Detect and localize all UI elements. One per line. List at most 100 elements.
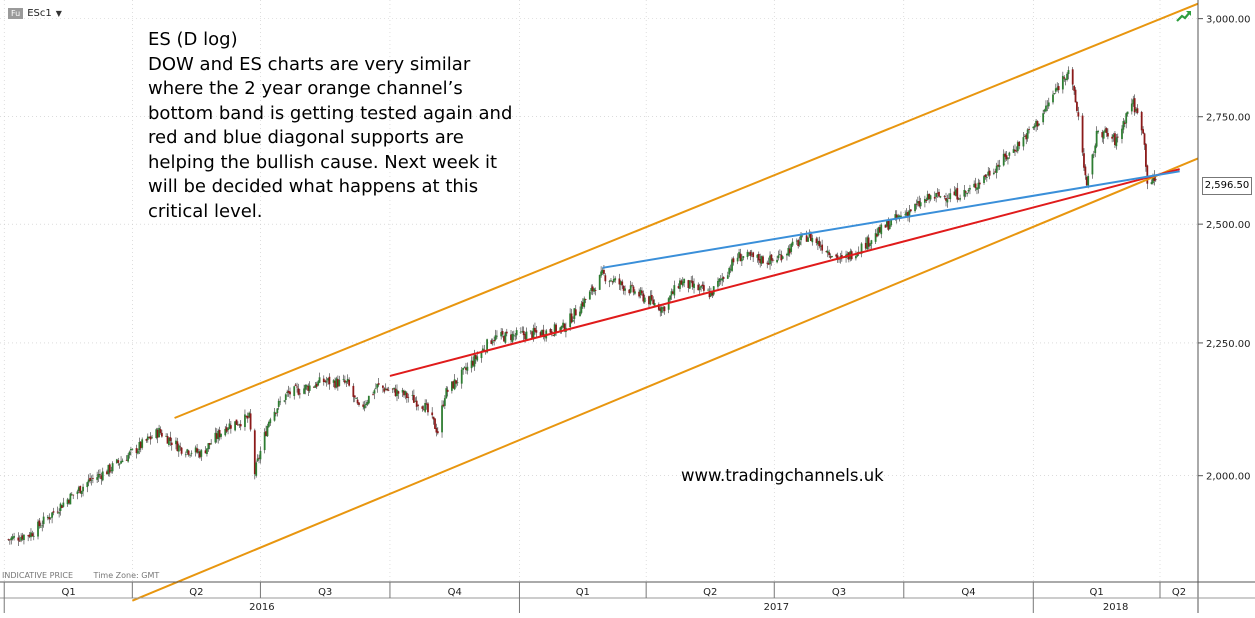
- candle-up: [624, 288, 626, 291]
- candle-down: [757, 253, 760, 261]
- quarter-label: Q3: [318, 587, 332, 598]
- instrument-selector[interactable]: Fu ESc1 ▼: [8, 8, 62, 19]
- candle-down: [235, 419, 238, 425]
- candle-up: [244, 414, 246, 428]
- candle-up: [808, 233, 811, 237]
- candle-up: [1012, 149, 1015, 153]
- candle-up: [807, 237, 809, 242]
- candle-down: [1018, 141, 1021, 147]
- candle-up: [998, 165, 1001, 168]
- candle-up: [1130, 103, 1133, 112]
- candle-up: [894, 214, 897, 219]
- trend-arrow-icon[interactable]: [1176, 9, 1192, 23]
- candle-down: [549, 329, 552, 333]
- candle-down: [7, 539, 10, 541]
- candle-up: [441, 405, 443, 433]
- candle-up: [87, 479, 90, 483]
- candle-up: [293, 386, 296, 397]
- candle-up: [967, 190, 970, 192]
- candle-up: [905, 212, 908, 216]
- candle-up: [115, 459, 118, 463]
- candle-up: [200, 450, 203, 457]
- candle-down: [957, 198, 960, 200]
- annotation-line: where the 2 year orange channel’s: [148, 78, 463, 99]
- candle-down: [1005, 155, 1008, 160]
- candle-down: [563, 323, 566, 332]
- candle-down: [1077, 112, 1080, 117]
- candle-up: [593, 288, 595, 292]
- candle-up: [1066, 73, 1068, 80]
- candle-down: [403, 390, 405, 396]
- candle-up: [857, 251, 860, 253]
- candle-up: [491, 341, 494, 343]
- candle-up: [1152, 175, 1154, 184]
- candle-up: [1067, 70, 1070, 75]
- red-support-trendline: [389, 168, 1180, 377]
- candle-down: [422, 409, 425, 411]
- candle-up: [786, 254, 788, 256]
- candle-up: [890, 219, 893, 226]
- candle-down: [809, 232, 812, 241]
- candle-up: [866, 237, 869, 250]
- candle-down: [425, 403, 428, 405]
- candle-down: [994, 171, 997, 173]
- candle-down: [933, 196, 936, 199]
- candle-down: [938, 191, 940, 197]
- candle-up: [639, 289, 642, 295]
- candle-down: [953, 191, 956, 196]
- candle-down: [805, 235, 808, 242]
- candle-up: [750, 253, 753, 255]
- candle-down: [1004, 153, 1007, 157]
- candle-down: [581, 302, 584, 307]
- candle-down: [442, 404, 445, 407]
- candle-up: [643, 297, 646, 303]
- candle-up: [717, 280, 719, 287]
- candle-up: [1061, 75, 1064, 90]
- quarter-label: Q1: [62, 587, 76, 598]
- candle-up: [284, 394, 287, 400]
- candle-up: [283, 400, 286, 402]
- candle-up: [629, 285, 632, 293]
- candle-down: [534, 327, 536, 332]
- candle-down: [417, 405, 420, 406]
- candle-down: [876, 233, 878, 237]
- candle-up: [977, 182, 980, 189]
- chevron-down-icon[interactable]: ▼: [55, 9, 62, 18]
- candle-down: [394, 388, 397, 397]
- candle-down: [215, 433, 218, 439]
- candle-up: [462, 367, 465, 370]
- candle-down: [117, 460, 120, 463]
- candle-up: [898, 215, 901, 218]
- candle-down: [1076, 101, 1078, 111]
- candle-down: [611, 281, 614, 283]
- candle-up: [560, 325, 563, 329]
- candle-down: [135, 448, 138, 454]
- candle-up: [855, 256, 857, 259]
- candle-down: [412, 395, 415, 403]
- candle-up: [1056, 87, 1059, 90]
- candle-down: [1036, 121, 1039, 127]
- candle-up: [588, 291, 591, 300]
- candle-up: [374, 388, 377, 390]
- quarter-label: Q1: [576, 587, 590, 598]
- candle-up: [130, 449, 132, 451]
- candle-down: [89, 477, 91, 481]
- candle-down: [296, 386, 298, 388]
- candle-down: [176, 441, 179, 452]
- candle-up: [870, 240, 873, 244]
- candle-up: [590, 288, 593, 291]
- symbol-label[interactable]: ESc1: [27, 8, 52, 19]
- candle-up: [598, 275, 601, 290]
- candle-up: [662, 307, 664, 309]
- candle-down: [535, 330, 538, 333]
- candle-up: [740, 258, 743, 262]
- candle-up: [384, 388, 387, 391]
- candle-up: [614, 278, 617, 281]
- quarter-label: Q2: [703, 587, 717, 598]
- candle-down: [702, 285, 705, 291]
- candle-down: [1071, 69, 1074, 85]
- candle-down: [180, 447, 183, 454]
- candle-up: [305, 385, 308, 387]
- candle-up: [795, 240, 798, 242]
